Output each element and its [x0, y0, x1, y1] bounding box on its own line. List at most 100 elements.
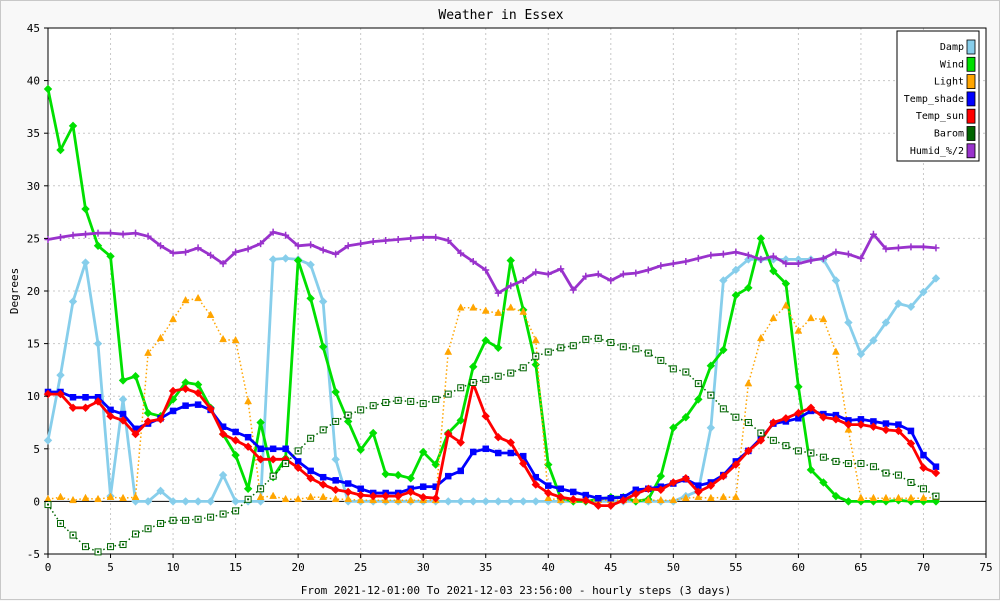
data-point-wind [656, 471, 666, 481]
data-point-wind [806, 465, 816, 475]
data-point-humid-2 [257, 240, 265, 248]
data-point-barom-core [209, 516, 212, 519]
data-point-barom-core [134, 533, 137, 536]
data-point-barom-core [759, 432, 762, 435]
data-point-wind [343, 417, 353, 426]
data-point-damp [856, 349, 866, 359]
data-point-barom-core [409, 400, 412, 403]
legend-label-temp-shade: Temp_shade [904, 94, 964, 105]
data-point-light [269, 491, 278, 499]
data-point-wind [93, 241, 103, 250]
data-point-barom-core [659, 359, 662, 362]
data-point-barom-core [872, 465, 875, 468]
legend-swatch-barom [966, 126, 976, 141]
data-point-humid-2 [569, 286, 577, 294]
x-tick-label: 35 [479, 561, 492, 574]
y-axis-label: Degrees [8, 268, 21, 314]
data-point-humid-2 [932, 244, 940, 252]
data-point-temp-sun [393, 491, 403, 501]
data-point-damp [481, 497, 490, 506]
data-point-damp [268, 255, 278, 264]
data-point-humid-2 [744, 251, 752, 259]
data-point-temp-sun [769, 418, 778, 427]
data-point-barom-core [497, 375, 500, 378]
data-point-wind [831, 491, 841, 501]
data-point-humid-2 [269, 228, 277, 236]
data-point-damp [181, 497, 190, 506]
data-point-barom-core [647, 352, 650, 355]
data-point-temp-sun [844, 420, 853, 429]
data-point-humid-2 [807, 256, 815, 264]
data-point-humid-2 [919, 243, 927, 251]
data-point-light [769, 313, 778, 322]
data-point-temp-sun [494, 433, 503, 442]
data-point-wind [356, 445, 365, 455]
data-point-wind [81, 204, 90, 214]
data-point-humid-2 [782, 260, 790, 268]
data-point-wind [431, 460, 440, 469]
legend-swatch-damp [966, 39, 976, 55]
y-axis-ticks: -5 0 5 10 15 20 25 30 35 40 45 [27, 22, 48, 561]
data-point-humid-2 [357, 240, 365, 248]
data-point-temp-sun [519, 459, 528, 468]
data-point-damp [519, 497, 528, 506]
data-point-humid-2 [644, 266, 652, 274]
data-point-wind [731, 291, 741, 300]
data-point-light [669, 495, 678, 504]
data-point-temp-sun [356, 490, 365, 500]
data-point-temp-sun [831, 415, 841, 424]
data-point-barom-core [809, 452, 812, 455]
data-point-light [681, 493, 690, 501]
x-tick-label: 40 [542, 561, 555, 574]
data-point-damp [68, 297, 78, 306]
data-point-temp-sun [794, 408, 803, 418]
data-point-barom-core [722, 407, 725, 410]
data-point-temp-shade [294, 458, 302, 465]
data-point-wind [193, 380, 203, 389]
x-tick-label: 10 [166, 561, 179, 574]
data-point-barom-core [72, 534, 75, 537]
data-point-barom-core [934, 495, 937, 498]
data-point-light [869, 493, 878, 501]
data-point-light [756, 333, 765, 342]
data-point-barom-core [284, 462, 287, 465]
legend-swatch-temp-sun [966, 108, 976, 124]
data-point-humid-2 [119, 230, 127, 238]
data-point-humid-2 [394, 235, 402, 243]
data-point-barom-core [772, 439, 775, 442]
data-point-light [244, 396, 253, 405]
data-point-wind [368, 428, 378, 438]
data-point-temp-shade [570, 488, 577, 496]
data-point-barom-core [122, 543, 125, 546]
data-point-temp-sun [418, 492, 428, 502]
data-point-barom-core [684, 371, 687, 374]
data-point-temp-shade [307, 467, 314, 475]
data-point-barom-core [384, 401, 387, 404]
data-point-barom-core [634, 347, 637, 350]
data-point-light [494, 308, 503, 316]
data-point-barom-core [534, 355, 537, 358]
data-point-temp-shade [244, 433, 252, 441]
data-point-humid-2 [407, 234, 415, 242]
data-point-temp-sun [306, 474, 315, 483]
legend-swatch-wind [966, 56, 976, 72]
data-point-humid-2 [844, 250, 852, 258]
data-point-humid-2 [369, 238, 377, 246]
data-point-barom-core [784, 444, 787, 447]
data-point-damp [469, 497, 478, 506]
data-point-damp [218, 470, 228, 480]
y-tick-label: 45 [27, 22, 40, 35]
data-point-light [531, 335, 540, 344]
data-point-damp [156, 486, 165, 496]
data-point-humid-2 [82, 230, 90, 238]
y-tick-label: 35 [27, 127, 40, 140]
y-tick-label: 0 [33, 495, 40, 508]
data-point-temp-sun [881, 425, 891, 435]
data-point-temp-sun [456, 438, 465, 447]
data-point-barom-core [584, 338, 587, 341]
data-point-humid-2 [169, 249, 177, 257]
data-point-temp-shade [232, 428, 239, 436]
data-point-temp-sun [719, 471, 728, 481]
data-point-temp-sun [118, 416, 128, 425]
data-point-humid-2 [44, 235, 52, 243]
